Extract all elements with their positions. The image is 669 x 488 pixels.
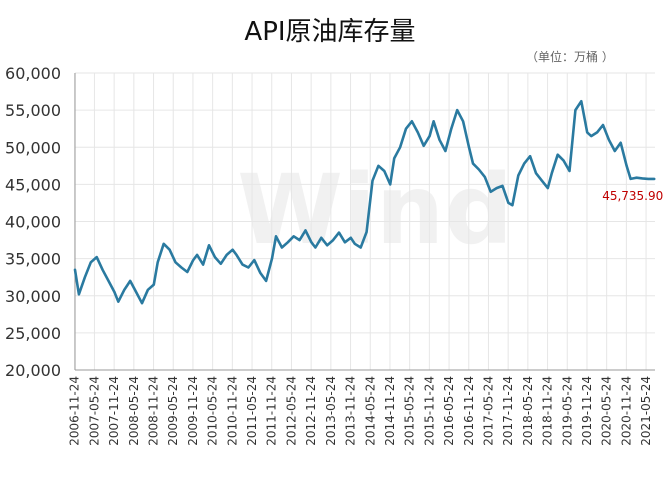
y-tick-label: 20,000 bbox=[5, 361, 61, 380]
y-tick-labels: 20,000 25,000 30,000 35,000 40,000 45,000 50,0… bbox=[5, 64, 61, 380]
x-tick-label: 2017-11-24 bbox=[501, 376, 515, 446]
x-tick-label: 2011-05-24 bbox=[245, 376, 259, 446]
series-line-api-crude-stock bbox=[73, 99, 656, 305]
x-tick-label: 2021-05-24 bbox=[639, 376, 653, 446]
x-tick-label: 2013-11-24 bbox=[344, 376, 358, 446]
watermark: Wind bbox=[237, 154, 513, 266]
x-tick-label: 2008-05-24 bbox=[127, 376, 141, 446]
y-tick-label: 40,000 bbox=[5, 213, 61, 232]
x-tick-label: 2007-11-24 bbox=[107, 376, 121, 446]
y-tick-label: 35,000 bbox=[5, 250, 61, 269]
x-tick-label: 2012-11-24 bbox=[304, 376, 318, 446]
y-tick-label: 50,000 bbox=[5, 138, 61, 157]
y-tick-label: 25,000 bbox=[5, 324, 61, 343]
x-tick-label: 2013-05-24 bbox=[324, 376, 338, 446]
x-tick-label: 2012-05-24 bbox=[284, 376, 298, 446]
last-value-label: 45,735.90 bbox=[602, 189, 663, 203]
x-tick-label: 2014-05-24 bbox=[363, 376, 377, 446]
x-tick-label: 2009-11-24 bbox=[186, 376, 200, 446]
gridlines bbox=[74, 72, 655, 371]
x-tick-label: 2006-11-24 bbox=[68, 376, 82, 446]
x-tick-label: 2015-11-24 bbox=[422, 376, 436, 446]
y-tick-label: 30,000 bbox=[5, 287, 61, 306]
x-tick-label: 2016-11-24 bbox=[462, 376, 476, 446]
y-tick-label: 60,000 bbox=[5, 64, 61, 83]
x-tick-labels: 2006-11-24 2007-05-24 2007-11-24 2008-05-24… bbox=[68, 376, 653, 446]
unit-label: （单位：万桶 ） bbox=[526, 49, 614, 64]
x-tick-label: 2020-11-24 bbox=[619, 376, 633, 446]
x-tick-label: 2008-11-24 bbox=[147, 376, 161, 446]
y-tick-label: 55,000 bbox=[5, 101, 61, 120]
x-tick-label: 2010-05-24 bbox=[206, 376, 220, 446]
x-tick-label: 2011-11-24 bbox=[265, 376, 279, 446]
x-tick-label: 2019-05-24 bbox=[560, 376, 574, 446]
x-tick-label: 2018-05-24 bbox=[521, 376, 535, 446]
x-tick-label: 2019-11-24 bbox=[580, 376, 594, 446]
x-tick-label: 2018-11-24 bbox=[541, 376, 555, 446]
chart-title: API原油库存量 bbox=[244, 17, 415, 47]
y-tick-label: 45,000 bbox=[5, 175, 61, 194]
x-tick-label: 2017-05-24 bbox=[481, 376, 495, 446]
x-tick-label: 2014-11-24 bbox=[383, 376, 397, 446]
x-tick-label: 2020-05-24 bbox=[600, 376, 614, 446]
x-tick-label: 2007-05-24 bbox=[87, 376, 101, 446]
x-tick-label: 2010-11-24 bbox=[225, 376, 239, 446]
x-tick-label: 2009-05-24 bbox=[166, 376, 180, 446]
x-tick-label: 2016-05-24 bbox=[442, 376, 456, 446]
x-tick-label: 2015-05-24 bbox=[403, 376, 417, 446]
